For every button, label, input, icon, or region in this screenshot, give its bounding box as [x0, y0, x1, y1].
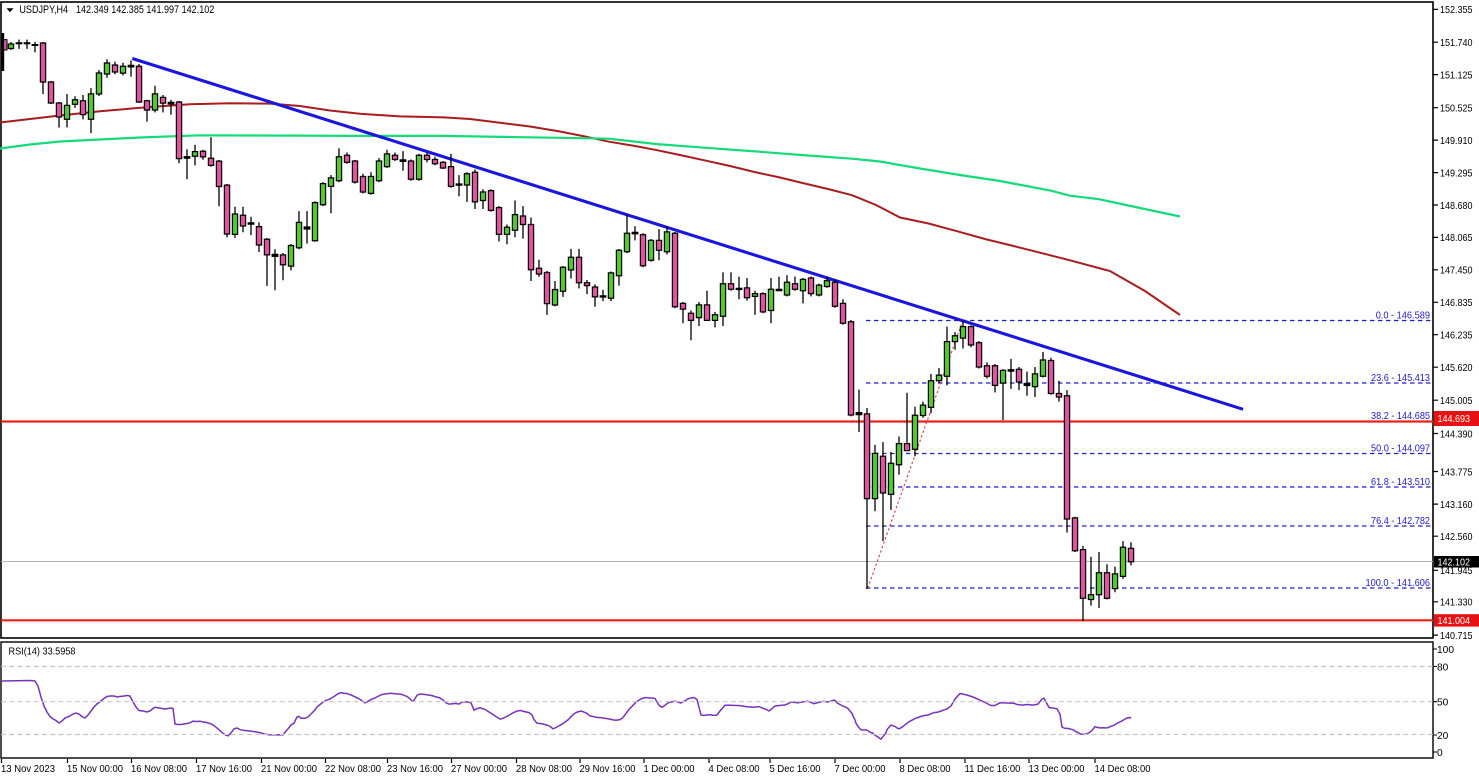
svg-text:143.775: 143.775	[1440, 467, 1473, 478]
svg-text:RSI(14) 33.5958: RSI(14) 33.5958	[9, 647, 76, 658]
svg-text:141.330: 141.330	[1440, 598, 1473, 609]
svg-text:141.945: 141.945	[1440, 566, 1473, 577]
svg-text:50.0 - 144.097: 50.0 - 144.097	[1371, 443, 1430, 454]
svg-text:150.525: 150.525	[1440, 104, 1473, 115]
svg-text:1 Dec 00:00: 1 Dec 00:00	[644, 764, 695, 775]
svg-text:27 Nov 00:00: 27 Nov 00:00	[451, 764, 507, 775]
svg-text:148.065: 148.065	[1440, 233, 1473, 244]
svg-text:144.693: 144.693	[1438, 414, 1471, 425]
svg-text:23 Nov 16:00: 23 Nov 16:00	[387, 764, 443, 775]
svg-text:7 Dec 00:00: 7 Dec 00:00	[835, 764, 886, 775]
svg-text:28 Nov 08:00: 28 Nov 08:00	[516, 764, 572, 775]
svg-text:14 Dec 08:00: 14 Dec 08:00	[1095, 764, 1151, 775]
svg-text:151.740: 151.740	[1440, 38, 1473, 49]
svg-text:140.715: 140.715	[1440, 631, 1473, 642]
svg-text:145.620: 145.620	[1440, 363, 1473, 374]
svg-text:148.680: 148.680	[1440, 201, 1473, 212]
svg-text:100.0 - 141.606: 100.0 - 141.606	[1366, 578, 1431, 589]
svg-text:142.102: 142.102	[1438, 558, 1471, 569]
svg-text:4 Dec 08:00: 4 Dec 08:00	[709, 764, 760, 775]
svg-text:142.560: 142.560	[1440, 532, 1473, 543]
svg-text:143.160: 143.160	[1440, 500, 1473, 511]
svg-text:100: 100	[1437, 645, 1454, 656]
svg-text:141.004: 141.004	[1438, 616, 1471, 627]
svg-text:149.910: 149.910	[1440, 136, 1473, 147]
svg-text:21 Nov 00:00: 21 Nov 00:00	[261, 764, 317, 775]
svg-text:8 Dec 08:00: 8 Dec 08:00	[900, 764, 951, 775]
svg-text:5 Dec 16:00: 5 Dec 16:00	[770, 764, 821, 775]
svg-text:13 Dec 00:00: 13 Dec 00:00	[1029, 764, 1085, 775]
svg-text:29 Nov 16:00: 29 Nov 16:00	[580, 764, 636, 775]
svg-text:0: 0	[1437, 748, 1443, 759]
svg-text:0.0 - 146.589: 0.0 - 146.589	[1376, 310, 1431, 321]
svg-text:USDJPY,H4: USDJPY,H4	[19, 4, 68, 16]
svg-text:15 Nov 00:00: 15 Nov 00:00	[67, 764, 123, 775]
svg-text:151.125: 151.125	[1440, 70, 1473, 81]
svg-text:146.835: 146.835	[1440, 298, 1473, 309]
svg-text:11 Dec 16:00: 11 Dec 16:00	[965, 764, 1021, 775]
svg-text:23.6 - 145.413: 23.6 - 145.413	[1371, 373, 1430, 384]
svg-text:144.390: 144.390	[1440, 429, 1473, 440]
svg-text:38.2 - 144.685: 38.2 - 144.685	[1371, 411, 1430, 422]
svg-text:142.349 142.385 141.997 142.10: 142.349 142.385 141.997 142.102	[76, 4, 214, 16]
svg-text:152.355: 152.355	[1440, 5, 1473, 16]
svg-text:80: 80	[1437, 662, 1449, 673]
svg-text:61.8 - 143.510: 61.8 - 143.510	[1371, 477, 1430, 488]
svg-text:22 Nov 08:00: 22 Nov 08:00	[325, 764, 381, 775]
svg-text:145.005: 145.005	[1440, 396, 1473, 407]
svg-text:13 Nov 2023: 13 Nov 2023	[1, 764, 55, 775]
svg-text:20: 20	[1437, 731, 1449, 742]
svg-text:76.4 - 142.782: 76.4 - 142.782	[1371, 516, 1430, 527]
svg-text:16 Nov 08:00: 16 Nov 08:00	[131, 764, 187, 775]
svg-text:149.295: 149.295	[1440, 168, 1473, 179]
svg-text:50: 50	[1437, 698, 1449, 709]
svg-text:17 Nov 16:00: 17 Nov 16:00	[196, 764, 252, 775]
svg-text:146.235: 146.235	[1440, 331, 1473, 342]
svg-text:147.450: 147.450	[1440, 266, 1473, 277]
